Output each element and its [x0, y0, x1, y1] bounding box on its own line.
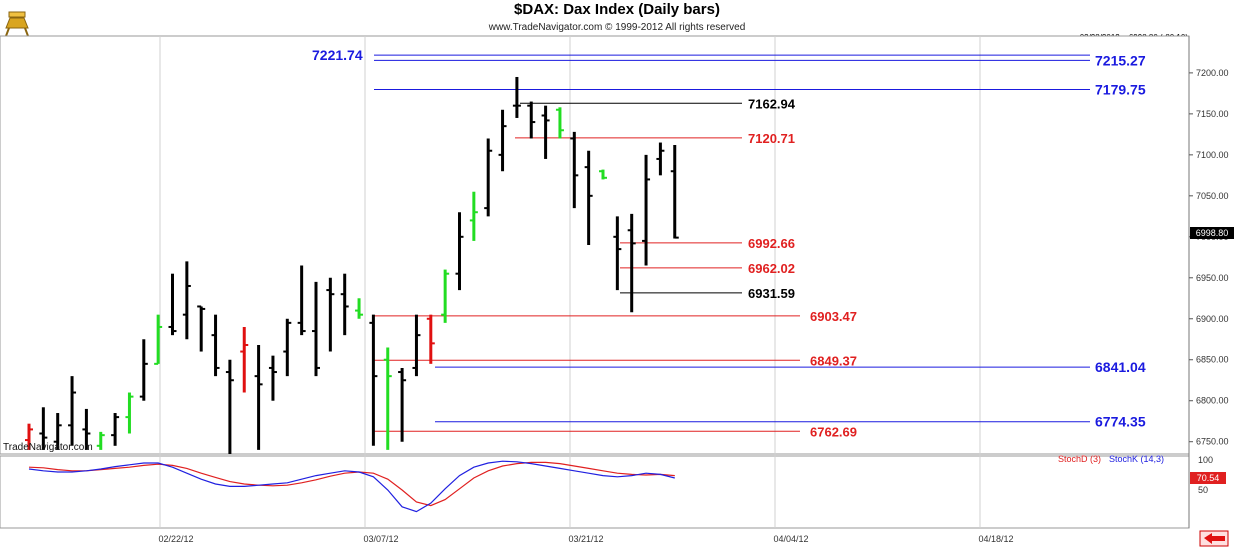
ohlc-bar: [340, 273, 349, 336]
ohlc-bar: [25, 423, 33, 450]
x-tick-label: 04/04/12: [773, 534, 808, 544]
y-tick-label: 7100.00: [1196, 150, 1229, 160]
stoch-tick-label: 50: [1198, 485, 1208, 495]
y-tick-label: 6850.00: [1196, 355, 1229, 365]
y-tick-label: 6950.00: [1196, 273, 1229, 283]
level-label: 7179.75: [1095, 81, 1146, 97]
level-label: 6931.59: [748, 286, 795, 301]
ohlc-bar: [642, 154, 651, 266]
ohlc-bar: [599, 169, 607, 180]
ohlc-bar: [268, 355, 277, 401]
ohlc-bar: [168, 273, 177, 336]
ohlc-bar: [68, 376, 77, 446]
ohlc-bar: [312, 281, 320, 377]
level-label: 6841.04: [1095, 359, 1146, 375]
price-panel: [0, 35, 1190, 455]
y-tick-label: 6750.00: [1196, 437, 1229, 447]
stochk-line: [28, 460, 675, 513]
ohlc-bar: [670, 145, 679, 239]
ohlc-bars: [25, 76, 679, 454]
ohlc-bar: [469, 191, 478, 241]
ohlc-bar: [182, 261, 191, 340]
ohlc-bar: [53, 413, 62, 450]
y-tick-label: 7050.00: [1196, 191, 1229, 201]
ohlc-bar: [369, 314, 378, 446]
vertical-gridlines: [159, 36, 981, 528]
ohlc-bar: [96, 431, 105, 450]
y-tick-label: 7150.00: [1196, 109, 1229, 119]
support-resistance-lines: 7221.74 7215.27 7179.75 7162.94 7120.71 6992.…: [312, 47, 1146, 439]
ohlc-bar: [570, 131, 579, 209]
x-tick-label: 03/21/12: [568, 534, 603, 544]
legend-stochk: StochK (14,3): [1109, 454, 1164, 464]
ohlc-bar: [398, 367, 407, 442]
level-label: 7120.71: [748, 131, 795, 146]
level-label: 6774.35: [1095, 414, 1146, 430]
stoch-tick-label: 100: [1198, 455, 1213, 465]
ohlc-bar: [139, 339, 148, 401]
level-label: 7162.94: [748, 96, 796, 111]
x-tick-label: 04/18/12: [978, 534, 1013, 544]
y-tick-label: 7200.00: [1196, 68, 1229, 78]
level-label: 6992.66: [748, 236, 795, 251]
price-axis-ticks: 7200.007150.007100.007050.007000.006950.…: [1189, 68, 1229, 447]
stochastic-lines: [28, 460, 675, 513]
ohlc-bar: [154, 314, 163, 365]
level-label: 6762.69: [810, 424, 857, 439]
scroll-left-arrow-icon[interactable]: [1199, 530, 1229, 547]
chart-subtitle: www.TradeNavigator.com © 1999-2012 All r…: [488, 22, 746, 33]
level-label: 6962.02: [748, 261, 795, 276]
ohlc-bar: [627, 213, 636, 313]
ohlc-bar: [240, 326, 249, 393]
ohlc-bar: [541, 105, 550, 159]
ohlc-bar: [555, 107, 564, 139]
stoch-last-value-label: 70.54: [1197, 473, 1220, 483]
level-label: 7215.27: [1095, 52, 1146, 68]
stochastic-panel: [0, 455, 1190, 529]
ohlc-bar: [527, 101, 536, 139]
ohlc-bar: [512, 76, 521, 118]
ohlc-bar: [584, 150, 593, 245]
ohlc-bar: [441, 269, 450, 323]
stoch-last-value-tag: [1190, 472, 1226, 484]
legend-stochd: StochD (3): [1058, 454, 1101, 464]
stochd-line: [28, 461, 675, 507]
y-tick-label: 6800.00: [1196, 396, 1229, 406]
ohlc-bar: [355, 298, 364, 319]
x-tick-label: 02/22/12: [158, 534, 193, 544]
ohlc-bar: [197, 305, 206, 352]
ohlc-bar: [297, 265, 306, 336]
ohlc-bar: [111, 413, 120, 446]
gold-stool-logo: [5, 11, 29, 37]
ohlc-bar: [225, 359, 234, 454]
ohlc-bar: [455, 212, 464, 291]
ohlc-bar: [412, 314, 421, 377]
ohlc-bar: [254, 344, 263, 450]
chart-title: $DAX: Dax Index (Daily bars): [514, 1, 720, 18]
level-label: 6903.47: [810, 309, 857, 324]
ohlc-bar: [613, 216, 622, 291]
ohlc-bar: [326, 277, 335, 352]
level-label: 6849.37: [810, 353, 857, 368]
ohlc-bar: [283, 318, 292, 377]
ohlc-bar: [125, 392, 134, 434]
x-tick-label: 03/07/12: [363, 534, 398, 544]
last-price-tag-label: 6998.80: [1196, 228, 1229, 238]
ohlc-bar: [484, 138, 493, 217]
ohlc-bar: [383, 347, 392, 450]
ohlc-bar: [498, 109, 507, 172]
ohlc-bar: [82, 408, 91, 450]
stochastic-axis-ticks: 100 50: [1198, 455, 1213, 495]
ohlc-bar: [211, 314, 220, 377]
y-tick-label: 6900.00: [1196, 314, 1229, 324]
ohlc-bar: [656, 142, 665, 176]
watermark: TradeNavigator.com: [3, 442, 93, 453]
last-price-tag: [1190, 227, 1234, 239]
ohlc-bar: [426, 314, 435, 364]
level-label: 7221.74: [312, 47, 363, 63]
date-axis-ticks: 02/22/12 03/07/12 03/21/12 04/04/12 04/18/12: [158, 534, 1013, 544]
ohlc-bar: [39, 407, 48, 450]
